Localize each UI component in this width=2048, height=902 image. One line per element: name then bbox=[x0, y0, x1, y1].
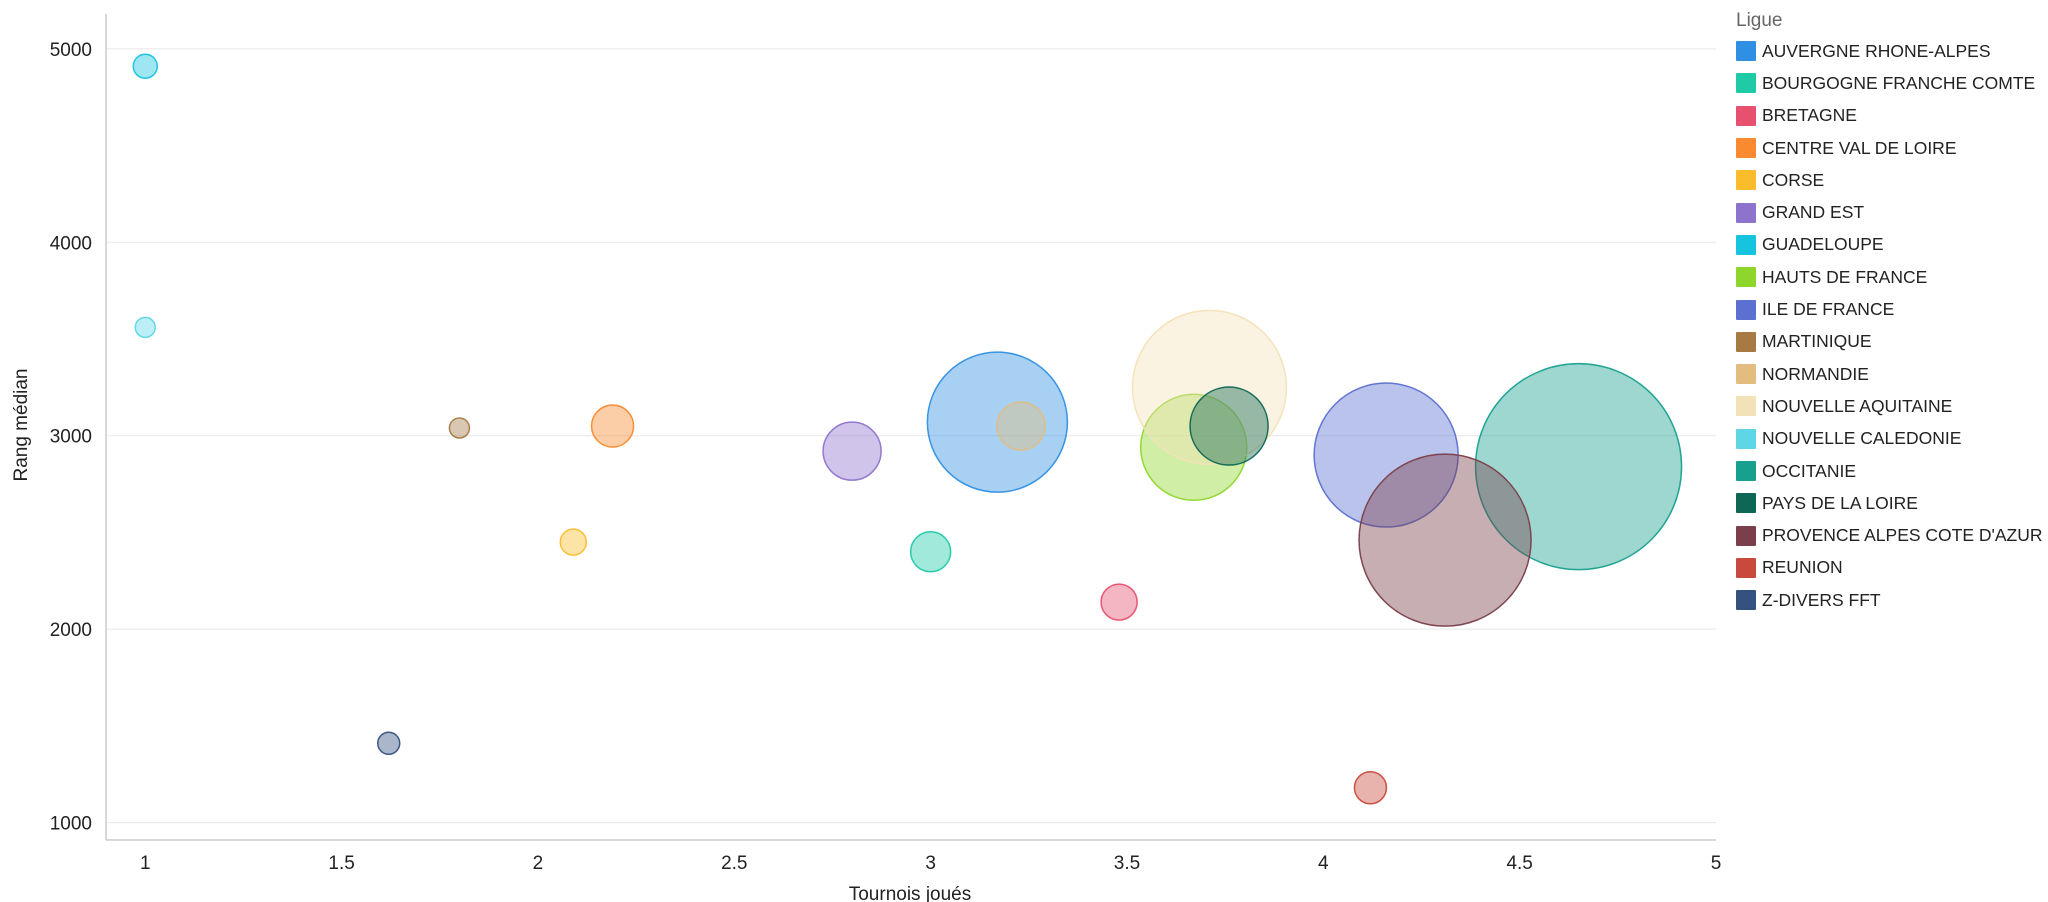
legend-swatch bbox=[1736, 557, 1756, 578]
legend-swatch bbox=[1736, 41, 1756, 62]
bubble-point[interactable] bbox=[909, 531, 952, 573]
legend-label: PROVENCE ALPES COTE D'AZUR bbox=[1762, 525, 2043, 546]
tick-layer: 1000 2000 3000 4000 5000 1 1.5 2 2.5 3 3.5 4 4.5 5 bbox=[50, 40, 1722, 874]
legend-label: NORMANDIE bbox=[1762, 363, 1869, 384]
legend-swatch bbox=[1736, 396, 1756, 417]
bubble-point[interactable] bbox=[1353, 771, 1388, 805]
bubble-point[interactable] bbox=[376, 731, 401, 756]
y-tick-label: 1000 bbox=[50, 814, 92, 835]
bubble-point[interactable] bbox=[1139, 393, 1248, 502]
bubble-point[interactable] bbox=[448, 417, 471, 439]
bubble-point[interactable] bbox=[1358, 453, 1532, 627]
y-tick-label: 3000 bbox=[50, 427, 92, 448]
legend-label: Z-DIVERS FFT bbox=[1762, 589, 1881, 610]
legend: Ligue AUVERGNE RHONE-ALPES BOURGOGNE FRAN… bbox=[1736, 8, 2046, 616]
grid-layer bbox=[106, 48, 1716, 824]
bubble-point[interactable] bbox=[1131, 309, 1288, 466]
bubble-point[interactable] bbox=[1474, 362, 1683, 571]
legend-swatch bbox=[1736, 299, 1756, 320]
legend-swatch bbox=[1736, 364, 1756, 385]
bubble-point[interactable] bbox=[132, 53, 159, 79]
bubble-point[interactable] bbox=[996, 401, 1046, 451]
legend-swatch bbox=[1736, 202, 1756, 223]
legend-label: NOUVELLE AQUITAINE bbox=[1762, 395, 1953, 416]
legend-item[interactable]: PAYS DE LA LOIRE bbox=[1736, 487, 2046, 519]
x-tick-label: 1.5 bbox=[328, 853, 354, 874]
legend-label: PAYS DE LA LOIRE bbox=[1762, 492, 1918, 513]
legend-item[interactable]: ILE DE FRANCE bbox=[1736, 293, 2046, 325]
bubble-point[interactable] bbox=[1100, 583, 1138, 621]
legend-swatch bbox=[1736, 138, 1756, 159]
legend-swatch bbox=[1736, 331, 1756, 352]
bubble-point[interactable] bbox=[559, 528, 588, 556]
legend-label: BRETAGNE bbox=[1762, 105, 1857, 126]
legend-item[interactable]: Z-DIVERS FFT bbox=[1736, 584, 2046, 616]
legend-swatch bbox=[1736, 525, 1756, 546]
bubble-point[interactable] bbox=[822, 421, 882, 481]
x-tick-label: 2 bbox=[533, 853, 544, 874]
legend-swatch bbox=[1736, 73, 1756, 94]
x-tick-label: 2.5 bbox=[721, 853, 747, 874]
legend-label: ILE DE FRANCE bbox=[1762, 299, 1895, 320]
legend-item[interactable]: GRAND EST bbox=[1736, 196, 2046, 228]
legend-item[interactable]: BOURGOGNE FRANCHE COMTE bbox=[1736, 67, 2046, 99]
legend-label: HAUTS DE FRANCE bbox=[1762, 266, 1928, 287]
legend-label: MARTINIQUE bbox=[1762, 331, 1872, 352]
legend-swatch bbox=[1736, 461, 1756, 481]
legend-item[interactable]: CENTRE VAL DE LOIRE bbox=[1736, 132, 2046, 164]
legend-label: GUADELOUPE bbox=[1762, 234, 1884, 255]
legend-swatch bbox=[1736, 105, 1756, 126]
legend-item[interactable]: OCCITANIE bbox=[1736, 455, 2046, 487]
y-axis-title: Rang médian bbox=[11, 368, 32, 481]
x-tick-label: 3 bbox=[925, 853, 936, 874]
x-tick-label: 4 bbox=[1318, 853, 1329, 874]
legend-swatch bbox=[1736, 234, 1756, 255]
legend-item[interactable]: PROVENCE ALPES COTE D'AZUR bbox=[1736, 519, 2046, 551]
bubble-point[interactable] bbox=[1189, 386, 1269, 466]
legend-item[interactable]: CORSE bbox=[1736, 164, 2046, 196]
legend-label: CORSE bbox=[1762, 169, 1825, 190]
bubble-point[interactable] bbox=[134, 316, 157, 339]
y-tick-label: 5000 bbox=[50, 40, 92, 61]
legend-item[interactable]: MARTINIQUE bbox=[1736, 326, 2046, 358]
legend-title: Ligue bbox=[1736, 10, 1783, 31]
axis-layer: Tournois joués Rang médian bbox=[11, 14, 1716, 902]
legend-label: OCCITANIE bbox=[1762, 460, 1856, 481]
legend-swatch bbox=[1736, 493, 1756, 514]
legend-item[interactable]: BRETAGNE bbox=[1736, 100, 2046, 132]
legend-item[interactable]: NORMANDIE bbox=[1736, 358, 2046, 390]
legend-swatch bbox=[1736, 428, 1756, 449]
legend-item[interactable]: REUNION bbox=[1736, 552, 2046, 584]
legend-label: REUNION bbox=[1762, 557, 1843, 578]
x-tick-label: 1 bbox=[140, 853, 151, 874]
x-tick-label: 5 bbox=[1711, 853, 1722, 874]
legend-swatch bbox=[1736, 170, 1756, 191]
legend-label: BOURGOGNE FRANCHE COMTE bbox=[1762, 72, 2036, 93]
bubble-layer bbox=[132, 53, 1683, 805]
legend-label: CENTRE VAL DE LOIRE bbox=[1762, 137, 1957, 158]
legend-item[interactable]: GUADELOUPE bbox=[1736, 229, 2046, 261]
legend-item[interactable]: HAUTS DE FRANCE bbox=[1736, 261, 2046, 293]
legend-label: GRAND EST bbox=[1762, 202, 1865, 223]
legend-item[interactable]: NOUVELLE CALEDONIE bbox=[1736, 423, 2046, 455]
legend-swatch bbox=[1736, 267, 1756, 288]
x-tick-label: 4.5 bbox=[1506, 853, 1532, 874]
y-tick-label: 2000 bbox=[50, 620, 92, 641]
x-axis-title: Tournois joués bbox=[849, 884, 972, 902]
legend-item[interactable]: NOUVELLE AQUITAINE bbox=[1736, 390, 2046, 422]
legend-item[interactable]: AUVERGNE RHONE-ALPES bbox=[1736, 35, 2046, 67]
x-tick-label: 3.5 bbox=[1114, 853, 1140, 874]
legend-label: AUVERGNE RHONE-ALPES bbox=[1762, 40, 1991, 61]
legend-swatch bbox=[1736, 590, 1756, 611]
legend-label: NOUVELLE CALEDONIE bbox=[1762, 428, 1962, 449]
bubble-point[interactable] bbox=[590, 404, 635, 448]
y-tick-label: 4000 bbox=[50, 233, 92, 254]
legend-items: AUVERGNE RHONE-ALPES BOURGOGNE FRANCHE CO… bbox=[1736, 35, 2046, 616]
